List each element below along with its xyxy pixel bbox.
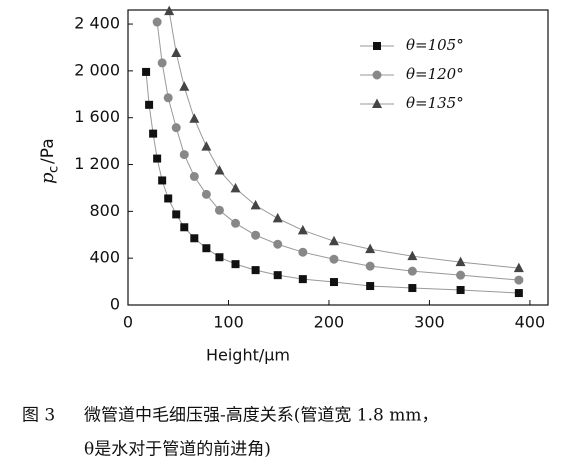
marker — [366, 282, 375, 291]
marker — [329, 254, 339, 264]
marker — [297, 224, 308, 235]
marker — [189, 171, 199, 181]
marker — [145, 100, 154, 109]
marker — [328, 235, 339, 246]
marker — [513, 262, 524, 273]
marker — [251, 266, 260, 275]
marker — [372, 70, 382, 80]
marker — [329, 278, 338, 287]
x-tick-label: 100 — [213, 313, 244, 332]
x-tick-label: 0 — [123, 313, 133, 332]
x-tick-label: 200 — [314, 313, 345, 332]
y-tick-label: 1 600 — [74, 107, 120, 126]
y-tick-label: 800 — [89, 201, 120, 220]
marker — [514, 289, 523, 298]
marker — [373, 42, 381, 50]
y-tick-label: 2 400 — [74, 14, 120, 33]
marker — [172, 210, 181, 219]
marker — [190, 234, 199, 243]
marker — [142, 67, 151, 76]
y-tick-label: 1 200 — [74, 154, 120, 173]
marker — [231, 218, 241, 228]
y-label-sub: c — [47, 166, 62, 173]
marker — [456, 270, 466, 280]
y-label-rest: /Pa — [38, 138, 58, 164]
marker — [250, 199, 261, 210]
marker — [215, 253, 224, 262]
caption-label: 图 3 — [22, 406, 55, 426]
legend-label: θ=135° — [406, 94, 464, 112]
marker — [158, 176, 167, 185]
marker — [407, 250, 418, 261]
marker — [164, 5, 175, 16]
marker — [231, 260, 240, 269]
marker — [179, 150, 189, 160]
caption-line: θ是水对于管道的前进角) — [84, 440, 271, 460]
y-axis-label: p c /Pa — [37, 138, 62, 184]
marker — [171, 123, 181, 133]
marker — [273, 239, 283, 249]
series-line — [168, 11, 519, 269]
marker — [230, 182, 241, 193]
marker — [214, 205, 224, 215]
marker — [149, 129, 158, 138]
x-axis-label: Height/μm — [206, 346, 290, 365]
marker — [171, 47, 182, 57]
y-tick-label: 2 000 — [74, 60, 120, 79]
marker — [456, 286, 465, 295]
plot-frame — [127, 9, 549, 306]
series-line — [156, 21, 519, 281]
x-tick-label: 300 — [414, 313, 445, 332]
y-tick-label: 0 — [110, 295, 120, 314]
marker — [202, 244, 211, 253]
marker — [164, 194, 173, 203]
marker — [372, 98, 382, 108]
marker — [153, 154, 162, 163]
legend-label: θ=105° — [406, 36, 464, 54]
marker — [251, 230, 261, 240]
marker — [179, 81, 190, 91]
marker — [298, 247, 308, 257]
y-tick-label: 400 — [89, 248, 120, 267]
marker — [298, 275, 307, 284]
marker — [273, 271, 282, 280]
x-tick-label: 400 — [515, 313, 546, 332]
caption-line: 微管道中毛细压强-高度关系(管道宽 1.8 mm， — [84, 406, 438, 426]
marker — [163, 93, 173, 103]
marker — [201, 141, 212, 151]
legend-label: θ=120° — [406, 65, 464, 83]
marker — [201, 189, 211, 199]
marker — [272, 212, 283, 223]
marker — [152, 17, 162, 27]
marker — [408, 284, 417, 293]
marker — [455, 256, 466, 267]
marker — [514, 275, 524, 285]
marker — [214, 164, 225, 175]
y-label-main: p — [37, 172, 58, 184]
marker — [157, 58, 167, 68]
marker — [189, 113, 200, 123]
marker — [365, 261, 375, 271]
marker — [407, 266, 417, 276]
marker — [365, 243, 376, 254]
marker — [180, 223, 189, 232]
